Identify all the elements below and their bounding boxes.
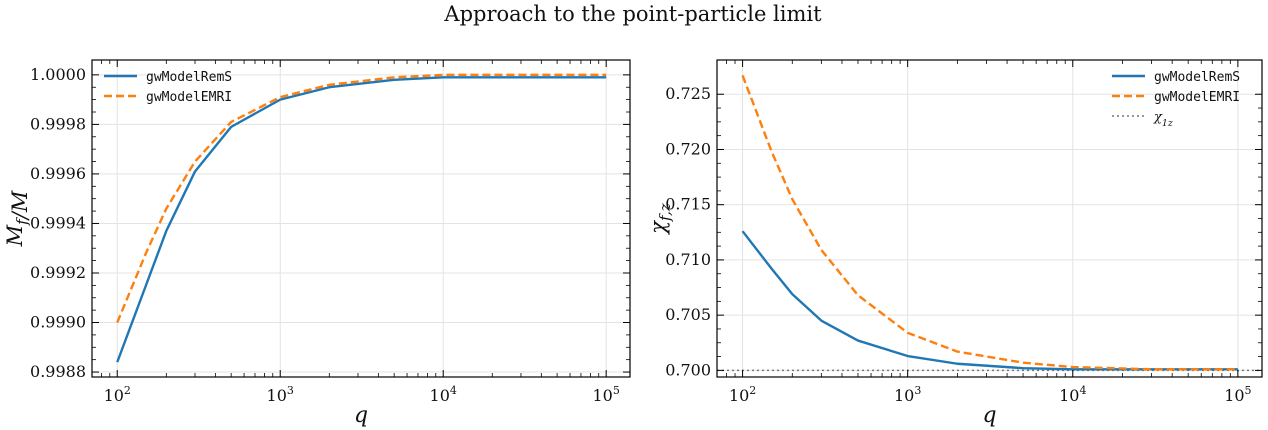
y-tick-label: 0.9992 — [30, 263, 86, 282]
series-line-gwModelRemS — [741, 230, 1238, 371]
plot-frame — [91, 59, 631, 378]
x-axis-label: q — [354, 403, 368, 428]
legend-label: gwModelRemS — [1154, 70, 1240, 85]
legend-label: gwModelRemS — [146, 70, 232, 85]
legend: gwModelRemS gwModelEMRI χ1z — [1112, 70, 1240, 129]
y-tick-label: 0.9990 — [30, 313, 86, 332]
y-tick-label: 0.725 — [665, 84, 711, 103]
x-axis-label: q — [982, 403, 996, 428]
x-tick-label: 105 — [1224, 384, 1251, 405]
x-tick-label: 105 — [593, 384, 620, 405]
y-tick-label: 1.0000 — [30, 65, 86, 84]
y-tick-label: 0.9996 — [30, 164, 86, 183]
x-tick-label: 103 — [894, 384, 921, 405]
y-tick-label: 0.705 — [665, 305, 711, 324]
x-tick-label: 103 — [267, 384, 294, 405]
y-tick-label: 0.720 — [665, 139, 711, 158]
left-panel: 102 103 104 105 0.9988 0.9990 0.9992 0.9994 0.99… — [3, 59, 631, 428]
y-axis-label: Mf/M — [3, 190, 32, 247]
y-tick-label: 0.9994 — [30, 213, 86, 232]
plot-frame — [716, 59, 1263, 378]
series-line-gwModelEMRI — [741, 75, 1238, 371]
y-tick-label: 0.715 — [665, 195, 711, 214]
right-panel: 102 103 104 105 0.700 0.705 0.710 0.715 0.720 0.7… — [646, 59, 1263, 428]
series-line-gwModelRemS — [116, 76, 607, 363]
y-tick-label: 0.710 — [665, 250, 711, 269]
x-tick-label: 104 — [1059, 384, 1086, 405]
legend-label: gwModelEMRI — [146, 90, 232, 105]
y-tick-label: 0.700 — [665, 360, 711, 379]
x-tick-label: 102 — [104, 384, 131, 405]
series-line-gwModelEMRI — [116, 73, 607, 323]
legend: gwModelRemS gwModelEMRI — [104, 70, 232, 105]
x-tick-label: 104 — [430, 384, 457, 405]
legend-label: gwModelEMRI — [1154, 90, 1240, 105]
x-tick-label: 102 — [729, 384, 756, 405]
figure-title: Approach to the point-particle limit — [443, 2, 822, 26]
legend-label: χ1z — [1153, 110, 1173, 129]
y-tick-label: 0.9998 — [30, 114, 86, 133]
y-tick-label: 0.9988 — [30, 362, 86, 381]
y-axis-label: χf,z — [646, 202, 674, 236]
